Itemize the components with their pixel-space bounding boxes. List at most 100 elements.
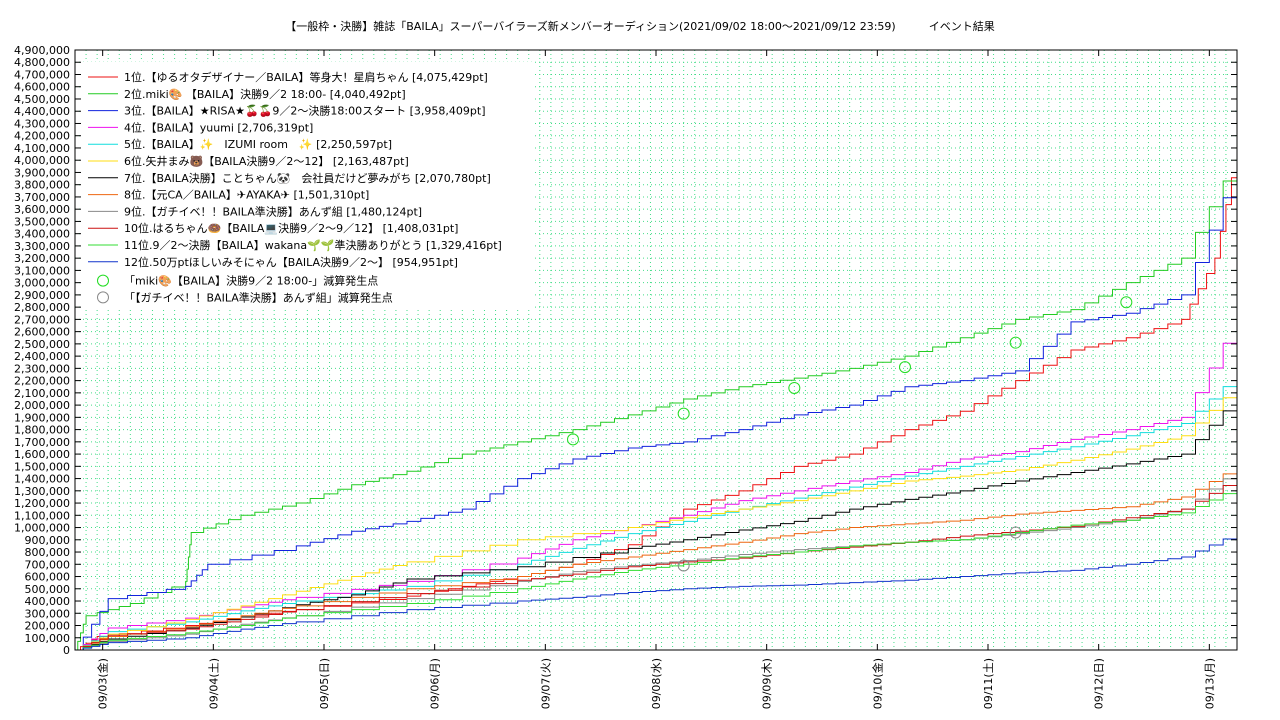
- legend-label-3: 3位.【BAILA】★RISA★🍒🍒9／2〜決勝18:00スタート [3,958…: [124, 104, 486, 118]
- plot-frame: [74, 49, 1238, 651]
- x-tick-label: 09/04(土): [207, 658, 220, 709]
- legend-label-5: 5位.【BAILA】✨ IZUMI room ✨ [2,250,597pt]: [124, 137, 392, 151]
- legend-marker-1: [97, 274, 109, 287]
- series-line-10: [75, 477, 1238, 651]
- y-tick-label: 2,200,000: [14, 375, 70, 388]
- series-line-6: [75, 385, 1238, 651]
- y-tick-label: 3,900,000: [14, 166, 70, 179]
- y-tick-label: 500,000: [25, 583, 71, 596]
- legend-label-6: 6位.矢井まみ🐻【BAILA決勝9／2〜12】 [2,163,487pt]: [124, 154, 409, 168]
- y-tick-label: 1,300,000: [14, 485, 70, 498]
- legend-label-1: 1位.【ゆるオタデザイナー／BAILA】等身大！星肩ちゃん [4,075,429…: [124, 70, 488, 84]
- x-tick-label: 09/10(金): [870, 658, 884, 709]
- y-tick-label: 1,000,000: [14, 522, 70, 535]
- legend-label-12: 12位.50万ptほしいみそにゃん【BAILA決勝9／2〜】 [954,951p…: [124, 255, 458, 269]
- y-tick-label: 4,800,000: [14, 56, 70, 69]
- marker-point-2: [1009, 526, 1022, 539]
- x-tick-label: 09/07(火): [539, 658, 552, 709]
- y-tick-label: 1,400,000: [14, 473, 70, 486]
- y-tick-label: 1,700,000: [14, 436, 70, 449]
- legend-label-4: 4位.【BAILA】yuumi [2,706,319pt]: [124, 120, 313, 134]
- series-lines: [75, 150, 1238, 651]
- y-tick-label: 4,400,000: [14, 105, 70, 118]
- x-tick-label: 09/09(木): [761, 658, 774, 709]
- legend-marker-label-1: 「miki🎨【BAILA】決勝9／2 18:00-」減算発生点: [124, 274, 378, 288]
- marker-point-1: [788, 381, 801, 394]
- legend-label-9: 9位.【ガチイベ！！BAILA準決勝】あんず組 [1,480,124pt]: [124, 204, 422, 218]
- y-tick-label: 3,100,000: [14, 264, 70, 277]
- legend-label-10: 10位.はるちゃん🍩【BAILA💻決勝9／2〜9／12】 [1,408,031p…: [124, 221, 458, 235]
- y-tick-label: 2,300,000: [14, 362, 70, 375]
- y-tick-label: 4,200,000: [14, 130, 70, 143]
- legend-label-2: 2位.miki🎨 【BAILA】決勝9／2 18:00- [4,040,492p…: [124, 87, 406, 101]
- legend-label-7: 7位.【BAILA決勝】ことちゃん🐼 会社員だけど夢みがち [2,070,780…: [124, 171, 491, 185]
- y-tick-label: 900,000: [25, 534, 71, 547]
- y-tick-label: 100,000: [25, 632, 71, 645]
- y-tick-label: 600,000: [25, 571, 71, 584]
- y-tick-label: 2,400,000: [14, 350, 70, 363]
- y-tick-label: 3,200,000: [14, 252, 70, 265]
- marker-point-1: [899, 361, 911, 374]
- y-tick-label: 700,000: [25, 558, 71, 571]
- y-tick-label: 4,600,000: [14, 81, 70, 94]
- y-tick-label: 1,600,000: [14, 448, 70, 461]
- y-tick-label: 3,400,000: [14, 228, 70, 241]
- y-tick-label: 4,900,000: [14, 44, 70, 57]
- y-tick-label: 4,000,000: [14, 154, 70, 167]
- series-line-12: [75, 533, 1238, 651]
- legend-marker-2: [97, 291, 109, 304]
- legend-box: [82, 62, 532, 310]
- y-tick-label: 2,700,000: [14, 313, 70, 326]
- marker-point-1: [677, 407, 690, 420]
- y-tick-label: 2,900,000: [14, 289, 70, 302]
- legend: 1位.【ゆるオタデザイナー／BAILA】等身大！星肩ちゃん [4,075,429…: [82, 62, 532, 310]
- event-markers: [567, 296, 1133, 572]
- y-tick-label: 200,000: [25, 620, 71, 633]
- marker-point-2: [677, 559, 690, 572]
- legend-marker-label-2: 「【ガチイベ！！BAILA準決勝】あんず組」減算発生点: [124, 290, 393, 304]
- y-tick-label: 3,700,000: [14, 191, 70, 204]
- y-tick-label: 800,000: [25, 546, 71, 559]
- y-tick-label: 300,000: [25, 607, 71, 620]
- axes: 0100,000200,000300,000400,000500,000600,…: [14, 44, 1238, 709]
- y-tick-label: 3,000,000: [14, 277, 70, 290]
- legend-label-11: 11位.9／2〜決勝【BAILA】wakana🌱🌱準決勝ありがとう [1,329…: [124, 238, 502, 252]
- y-tick-label: 3,800,000: [14, 179, 70, 192]
- y-tick-label: 1,900,000: [14, 411, 70, 424]
- series-line-5: [75, 374, 1238, 651]
- series-line-3: [75, 165, 1238, 651]
- y-tick-label: 3,500,000: [14, 215, 70, 228]
- y-tick-label: 1,200,000: [14, 497, 70, 510]
- y-tick-label: 1,500,000: [14, 460, 70, 473]
- grid: [75, 49, 1237, 651]
- x-tick-label: 09/12(日): [1093, 658, 1106, 709]
- y-tick-label: 2,800,000: [14, 301, 70, 314]
- y-tick-label: 2,500,000: [14, 338, 70, 351]
- legend-label-8: 8位.【元CA／BAILA】✈AYAKA✈ [1,501,310pt]: [124, 188, 369, 202]
- marker-point-1: [1120, 296, 1133, 309]
- series-line-2: [75, 155, 1238, 651]
- x-tick-label: 09/11(土): [982, 658, 995, 709]
- series-line-8: [75, 466, 1238, 651]
- y-tick-label: 2,100,000: [14, 387, 70, 400]
- y-tick-label: 4,100,000: [14, 142, 70, 155]
- chart-title: 【一般枠・決勝】雑誌「BAILA」スーパーバイラーズ新メンバーオーディション(2…: [285, 20, 995, 33]
- x-tick-label: 09/06(月): [429, 658, 442, 709]
- y-tick-label: 4,700,000: [14, 68, 70, 81]
- y-tick-label: 4,300,000: [14, 117, 70, 130]
- x-tick-label: 09/13(月): [1203, 658, 1216, 709]
- x-tick-label: 09/05(日): [318, 658, 331, 709]
- y-tick-label: 1,800,000: [14, 424, 70, 437]
- y-tick-label: 4,500,000: [14, 93, 70, 106]
- y-tick-label: 2,600,000: [14, 326, 70, 339]
- y-tick-label: 1,100,000: [14, 509, 70, 522]
- x-tick-label: 09/08(水): [650, 658, 663, 709]
- series-line-11: [75, 487, 1238, 651]
- marker-point-1: [1009, 336, 1022, 349]
- y-tick-label: 400,000: [25, 595, 71, 608]
- y-tick-label: 3,300,000: [14, 240, 70, 253]
- marker-point-1: [567, 433, 579, 446]
- x-tick-label: 09/03(金): [96, 658, 110, 709]
- y-tick-label: 2,000,000: [14, 399, 70, 412]
